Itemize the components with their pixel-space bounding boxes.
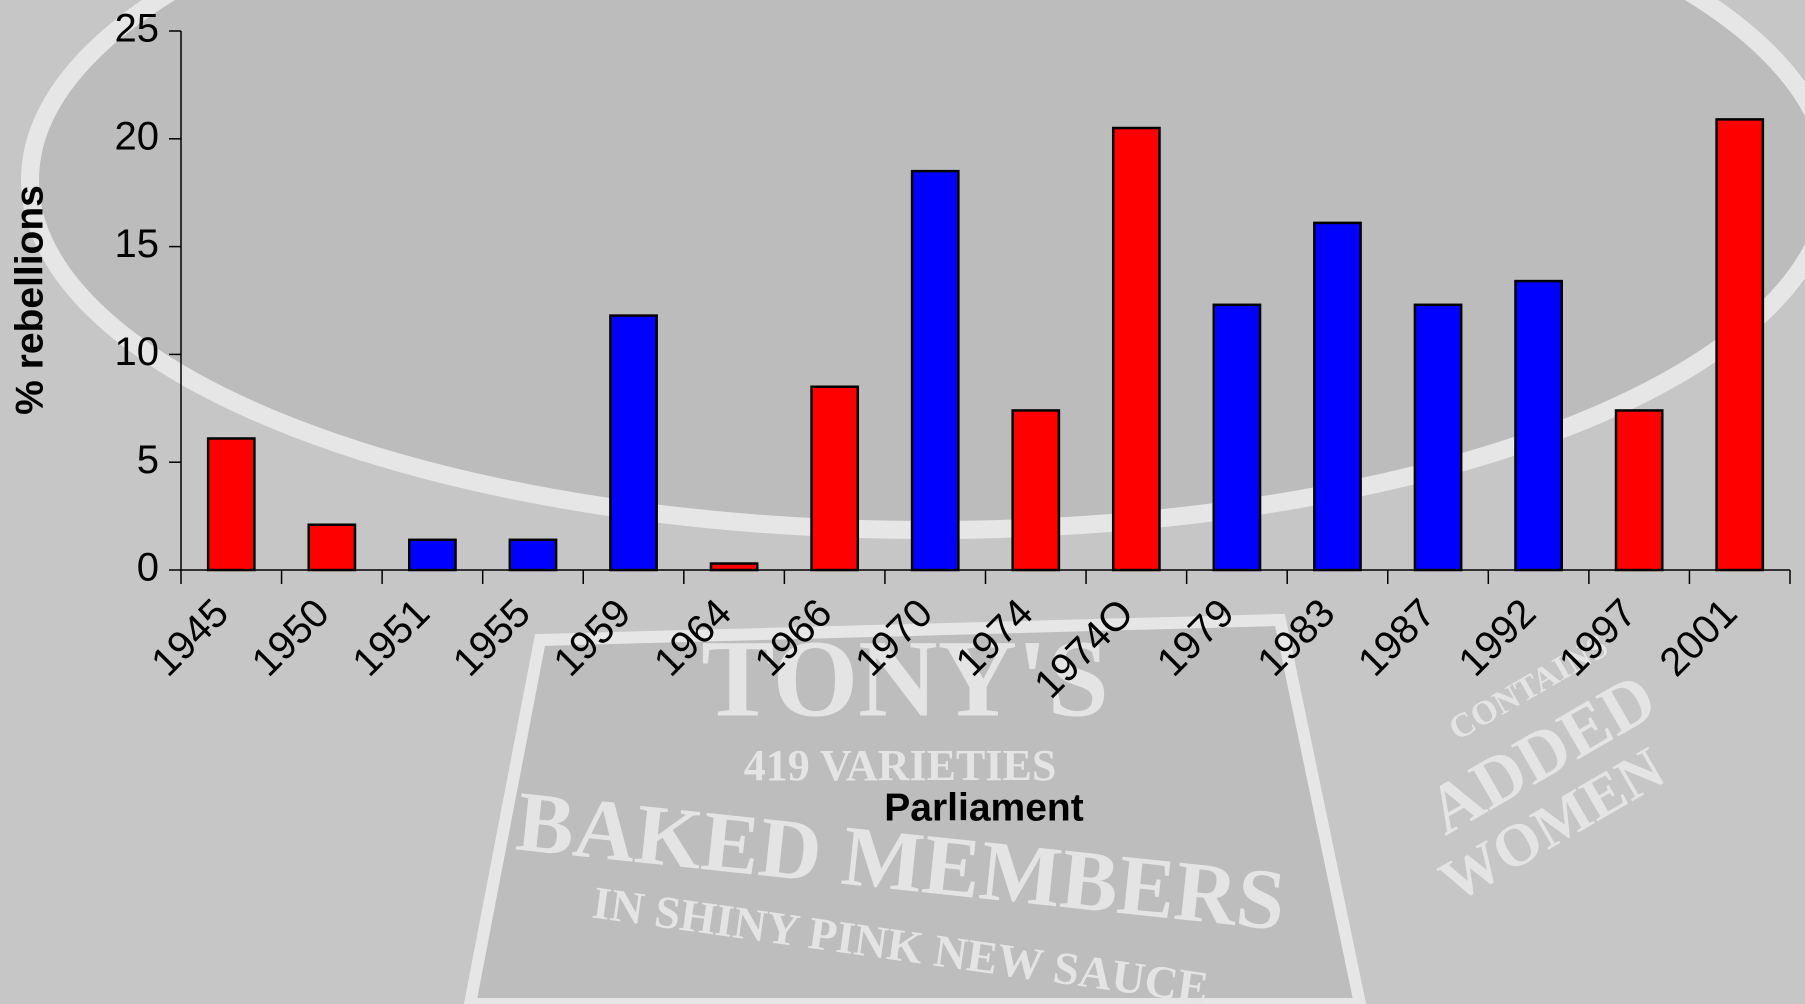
- bar: [1614, 409, 1664, 572]
- bg-text: 419 VARIETIES: [744, 741, 1057, 790]
- y-tick-label: 15: [115, 222, 160, 266]
- y-tick-label: 20: [115, 114, 160, 158]
- can-label: [463, 613, 1367, 1004]
- bar: [307, 523, 357, 572]
- y-tick-label: 25: [115, 7, 160, 51]
- bar: [1212, 303, 1262, 572]
- bar: [709, 562, 759, 572]
- bar: [609, 314, 658, 572]
- bar: [1413, 303, 1463, 572]
- bar: [508, 538, 558, 572]
- y-tick-label: 5: [137, 438, 159, 482]
- x-axis-title: Parliament: [884, 786, 1083, 829]
- bar: [1313, 221, 1362, 572]
- bg-text: TONY'S: [701, 617, 1109, 739]
- y-tick-label: 0: [137, 546, 159, 590]
- bar: [408, 538, 457, 572]
- bar: [1715, 118, 1765, 572]
- y-tick-label: 10: [115, 330, 160, 374]
- bar: [910, 169, 960, 572]
- y-axis-title: % rebellions: [8, 185, 51, 415]
- bar: [1514, 279, 1563, 572]
- bar: [1111, 126, 1161, 572]
- bar: [206, 437, 256, 572]
- bar: [810, 385, 860, 572]
- bar: [1011, 409, 1061, 572]
